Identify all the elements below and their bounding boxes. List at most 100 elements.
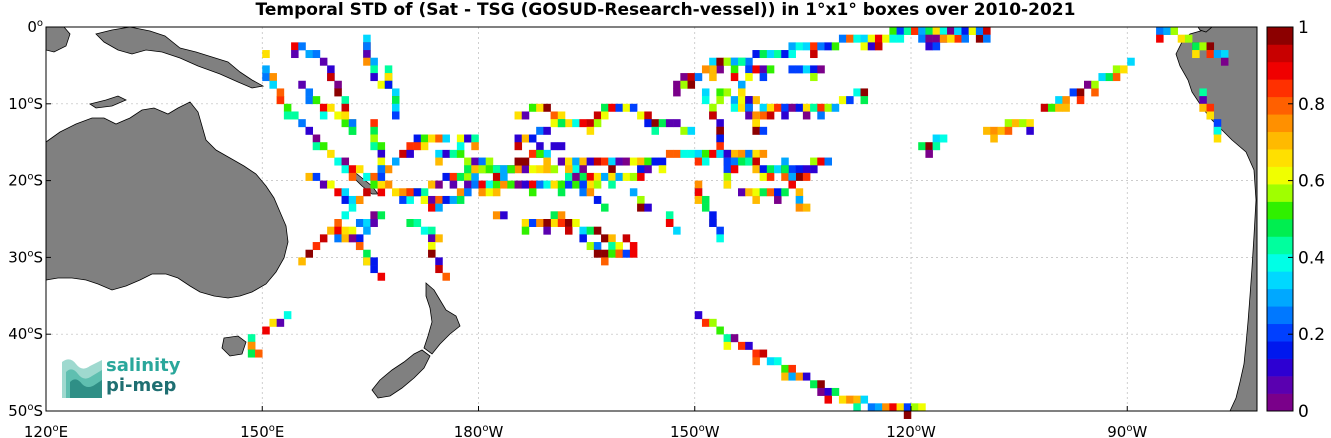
data-cell (384, 165, 393, 174)
land-new-zealand-south (371, 349, 431, 399)
data-cell (521, 219, 530, 227)
data-cell (738, 57, 746, 66)
data-cell (622, 103, 631, 112)
data-cell (528, 134, 537, 143)
data-cell (341, 103, 350, 112)
x-tick-label: 120oE (24, 423, 68, 438)
data-cell (903, 411, 912, 419)
data-cell (543, 149, 551, 158)
data-cell (752, 111, 760, 120)
data-cell (334, 219, 342, 227)
data-cell (680, 80, 688, 89)
data-cell (319, 180, 328, 189)
data-cell (673, 226, 681, 235)
data-cell (247, 341, 256, 350)
data-cell (341, 96, 350, 105)
data-cell (802, 165, 811, 174)
data-cell (543, 180, 551, 189)
data-cell (795, 103, 804, 112)
logo-line2: pi-mep (106, 375, 177, 396)
data-cell (442, 195, 450, 204)
data-cell (550, 111, 559, 120)
colorbar-segment (1267, 61, 1293, 80)
data-cell (730, 96, 739, 105)
data-cell (565, 180, 573, 189)
data-cell (817, 42, 825, 51)
data-cell (355, 165, 364, 174)
data-cell (348, 172, 357, 181)
data-cell (788, 65, 796, 74)
data-cell (911, 403, 919, 412)
data-cell (795, 65, 804, 74)
data-cell (759, 149, 768, 158)
data-cell (363, 172, 371, 181)
data-cell (500, 172, 508, 181)
colorbar-segment (1267, 323, 1293, 342)
data-cell (579, 234, 587, 243)
data-cell (774, 188, 782, 197)
colorbar: 0 0.2 0.4 0.6 0.8 1 (1266, 18, 1325, 422)
data-cell (716, 96, 724, 105)
data-cell (774, 195, 782, 204)
data-cell (939, 27, 948, 35)
data-cell (492, 172, 501, 181)
data-cell (680, 73, 688, 82)
data-cell (846, 96, 854, 105)
data-cell (464, 172, 472, 181)
data-cell (1019, 119, 1027, 128)
data-cell (766, 357, 775, 366)
data-cell (370, 180, 378, 189)
data-cell (745, 96, 753, 105)
data-cell (478, 157, 487, 166)
data-cell (565, 219, 573, 227)
data-cell (810, 103, 818, 112)
data-cell (629, 188, 638, 197)
data-cell (521, 134, 530, 143)
data-cell (1076, 96, 1085, 105)
data-cell (738, 341, 746, 350)
data-cell (601, 203, 609, 212)
data-cell (752, 349, 760, 358)
logo-wave-icon (62, 359, 102, 398)
data-cell (442, 172, 450, 181)
data-cell (550, 211, 559, 220)
colorbar-segment (1267, 306, 1293, 325)
y-tick-label: 20oS (8, 172, 43, 190)
data-cell (723, 157, 732, 166)
data-cell (550, 142, 559, 151)
data-cell (341, 119, 350, 128)
data-cell (319, 142, 328, 151)
data-cell (831, 42, 840, 51)
data-cell (514, 134, 523, 143)
data-cell (759, 126, 768, 135)
x-tick-label: 180oW (454, 423, 504, 438)
data-cell (1170, 27, 1179, 35)
data-cell (738, 157, 746, 166)
data-cell (406, 195, 414, 204)
data-cell (514, 180, 523, 189)
data-cell (817, 387, 825, 396)
data-cell (1091, 80, 1099, 89)
data-cell (1040, 103, 1049, 112)
data-cell (276, 318, 285, 327)
data-cell (1091, 88, 1099, 97)
data-cell (637, 165, 645, 174)
data-cell (874, 34, 883, 43)
data-cell (291, 50, 299, 59)
colorbar-tick-label: 1 (1298, 18, 1309, 38)
data-cell (622, 234, 631, 243)
data-cell (867, 403, 876, 412)
data-cell (478, 188, 487, 197)
data-cell (723, 172, 732, 181)
x-tick-label: 90oW (1107, 423, 1147, 438)
data-cell (644, 111, 652, 120)
data-cell (478, 165, 487, 174)
logo-line1: salinity (106, 355, 181, 376)
data-cell (1213, 126, 1222, 135)
data-cell (528, 188, 537, 197)
data-cell (745, 65, 753, 74)
data-cell (860, 34, 869, 43)
data-cell (774, 357, 782, 366)
data-cell (918, 34, 926, 43)
land-australia (45, 101, 289, 299)
